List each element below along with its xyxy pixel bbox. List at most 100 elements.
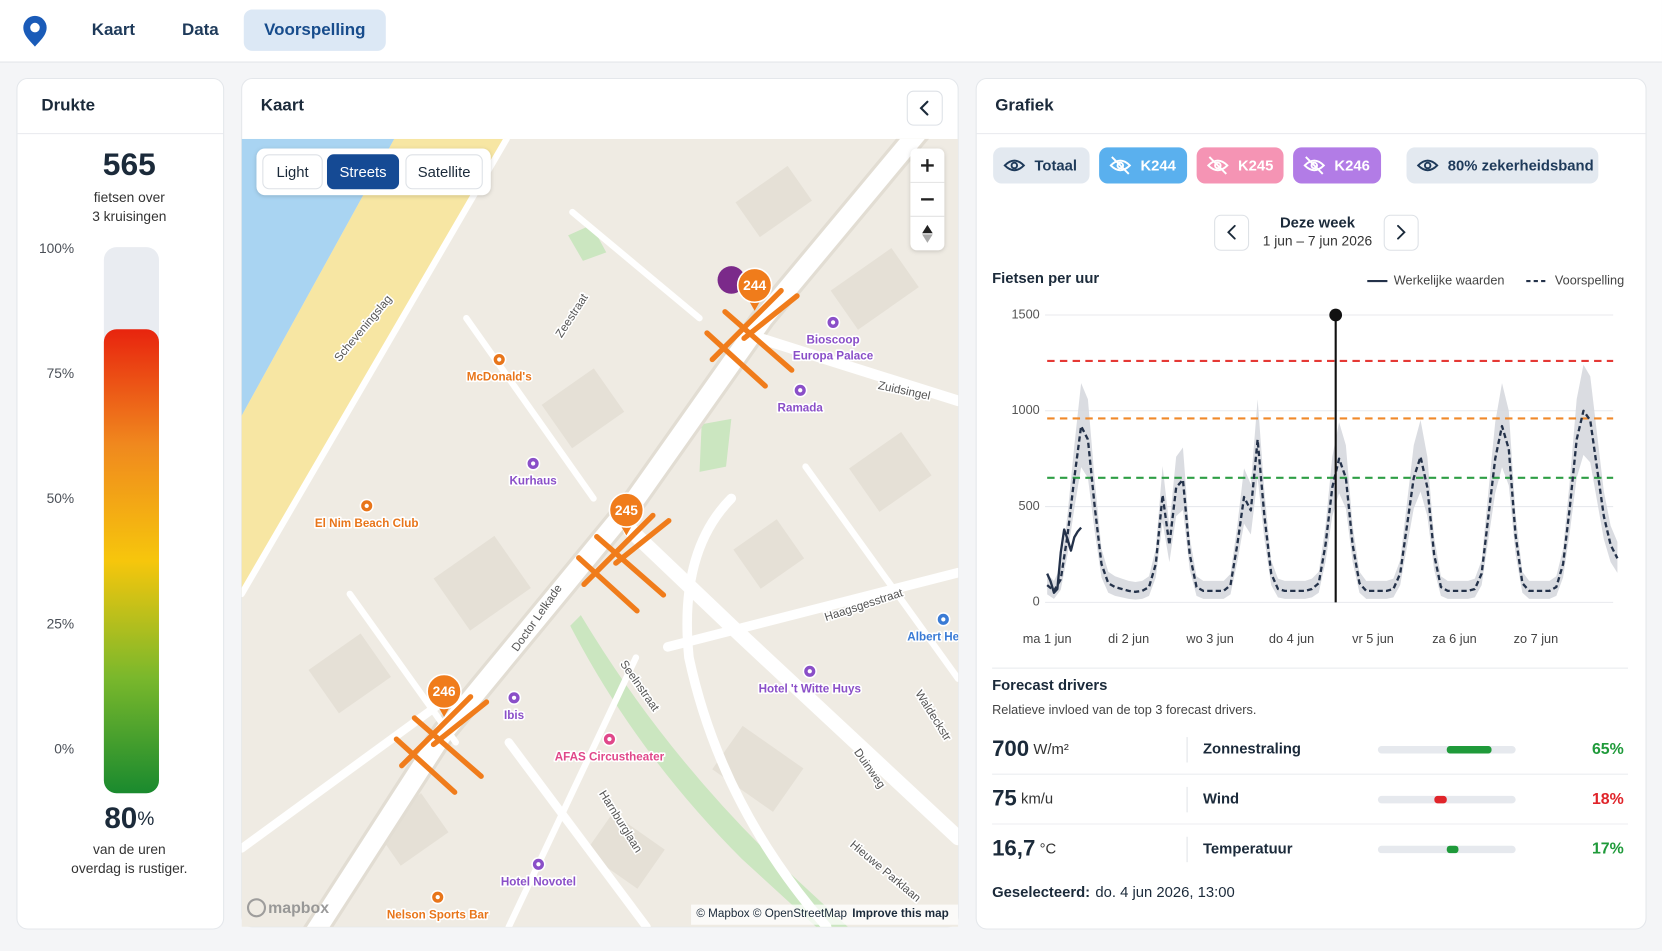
x-tick-label: za 6 jun — [1432, 631, 1477, 646]
nav-item[interactable]: Voorspelling — [243, 9, 386, 51]
eye-pupil — [1423, 161, 1432, 170]
eye-pupil — [1010, 161, 1019, 170]
poi[interactable]: Nelson Sports Bar — [385, 890, 491, 923]
map-marker[interactable]: 245 — [608, 492, 645, 536]
style-button-label[interactable]: Streets — [340, 165, 387, 181]
driver-value: 75 km/u — [992, 785, 1053, 810]
toggle-label[interactable]: K245 — [1238, 158, 1273, 174]
map[interactable]: 244 245 246 McDonald's Bioscoop Europa Palace… — [241, 127, 963, 944]
gauge-tick-label: 25% — [47, 616, 75, 631]
chevron — [1227, 224, 1236, 240]
marker-label: 245 — [615, 503, 638, 518]
poi[interactable]: AFAS Circustheater — [553, 732, 666, 765]
share-caption: overdag is rustiger. — [71, 861, 187, 876]
poi-label: Hotel Novotel — [501, 875, 576, 888]
gauge-tick-label: 0% — [54, 741, 74, 756]
zoom-in[interactable] — [921, 159, 934, 172]
poi-icon-dot — [536, 862, 541, 867]
series-toggle[interactable]: K245 — [1196, 147, 1284, 184]
map-marker[interactable]: 246 — [426, 673, 462, 717]
x-tick-label: ma 1 jun — [1023, 631, 1072, 646]
compass[interactable] — [922, 234, 933, 243]
toggle-label[interactable]: K246 — [1334, 158, 1369, 174]
influence-label: 17% — [1592, 841, 1624, 858]
poi-label: Ibis — [504, 709, 524, 722]
selected-value: do. 4 jun 2026, 13:00 — [1095, 885, 1234, 901]
compass[interactable] — [922, 224, 933, 234]
series-line — [1046, 409, 1619, 593]
gauge-tick-label: 75% — [47, 366, 75, 381]
x-tick-label: zo 7 jun — [1514, 631, 1559, 646]
poi-icon-dot — [941, 617, 946, 622]
poi-icon-dot — [830, 320, 836, 325]
week-button-bg — [1383, 214, 1419, 251]
selected-label: Geselecteerd: — [992, 885, 1090, 901]
x-tick-label: di 2 jun — [1108, 631, 1149, 646]
driver-name: Temperatuur — [1203, 841, 1293, 857]
poi-label: Europa Palace — [793, 349, 874, 362]
panel-title: Grafiek — [995, 96, 1054, 115]
poi[interactable]: Albert Hei — [906, 612, 962, 645]
poi-label: Albert Hei — [907, 630, 962, 643]
driver-unit: km/u — [1021, 792, 1053, 808]
toggle-bg — [1406, 147, 1599, 184]
gauge-tick-label: 50% — [47, 491, 75, 506]
poi[interactable]: El Nim Beach Club — [313, 498, 420, 532]
nav-label[interactable]: Voorspelling — [264, 20, 365, 39]
toggle-label[interactable]: Totaal — [1034, 158, 1077, 174]
poi-label: Hotel 't Witte Huys — [759, 682, 861, 695]
crossing — [576, 512, 672, 614]
influence-bar — [1446, 845, 1459, 854]
poi[interactable]: Ramada — [776, 383, 825, 416]
improve-link[interactable]: Improve this map — [852, 907, 948, 920]
toggle-label[interactable]: 80% zekerheidsband — [1448, 158, 1594, 174]
nav-label[interactable]: Data — [182, 20, 219, 39]
poi[interactable]: McDonald's — [465, 352, 533, 385]
eye-icon — [1003, 159, 1026, 172]
poi[interactable]: Kurhaus — [508, 456, 558, 489]
selected-point[interactable] — [1329, 308, 1343, 322]
nav-active-pill — [243, 9, 386, 51]
series-toggle[interactable]: 80% zekerheidsband — [1406, 147, 1599, 184]
week-title: Deze week — [1280, 216, 1356, 232]
eye-pupil — [1116, 161, 1125, 170]
chevron — [1397, 224, 1406, 240]
series-toggle[interactable]: K246 — [1293, 147, 1382, 184]
week-next[interactable] — [1383, 214, 1419, 251]
poi[interactable]: Ibis — [502, 690, 526, 724]
style-button[interactable]: Satellite — [405, 154, 483, 190]
logo[interactable] — [23, 15, 47, 47]
nav-label[interactable]: Kaart — [92, 20, 136, 39]
map-marker[interactable]: 244 — [736, 267, 773, 311]
eye-pupil — [1310, 161, 1318, 170]
week-prev[interactable] — [1214, 214, 1250, 251]
marker-label: 244 — [743, 278, 766, 293]
style-button-label[interactable]: Light — [276, 165, 309, 181]
drivers-title: Forecast drivers — [992, 678, 1107, 694]
toggle-label[interactable]: K244 — [1140, 158, 1176, 174]
style-button[interactable]: Streets — [326, 154, 400, 190]
poi[interactable]: Hotel 't Witte Huys — [757, 664, 863, 697]
eye-pupil — [1214, 161, 1222, 170]
series-toggle[interactable]: K244 — [1099, 147, 1188, 184]
y-tick-label: 1000 — [1011, 402, 1039, 417]
collapse-button[interactable] — [906, 90, 943, 126]
style-button-label[interactable]: Satellite — [418, 165, 471, 181]
style-button[interactable]: Light — [262, 154, 323, 190]
eye-icon — [1416, 159, 1439, 172]
series-toggle[interactable]: Totaal — [993, 147, 1090, 184]
influence-label: 65% — [1592, 741, 1624, 758]
week-button-bg — [1214, 214, 1250, 251]
map-park — [699, 418, 732, 472]
share-value: 80 — [104, 802, 137, 835]
gauge-tick-label: 100% — [39, 241, 74, 256]
poi[interactable]: Hotel Novotel — [499, 857, 578, 890]
nav-item[interactable]: Kaart — [92, 20, 136, 39]
poi-icon-dot — [531, 461, 536, 466]
poi-label: Ramada — [778, 401, 824, 414]
poi[interactable]: Bioscoop Europa Palace — [791, 315, 875, 364]
drivers-subtitle: Relatieve invloed van de top 3 forecast … — [992, 702, 1256, 717]
toggle-bg — [1196, 147, 1284, 184]
marker-body — [736, 267, 773, 304]
nav-item[interactable]: Data — [182, 20, 219, 39]
